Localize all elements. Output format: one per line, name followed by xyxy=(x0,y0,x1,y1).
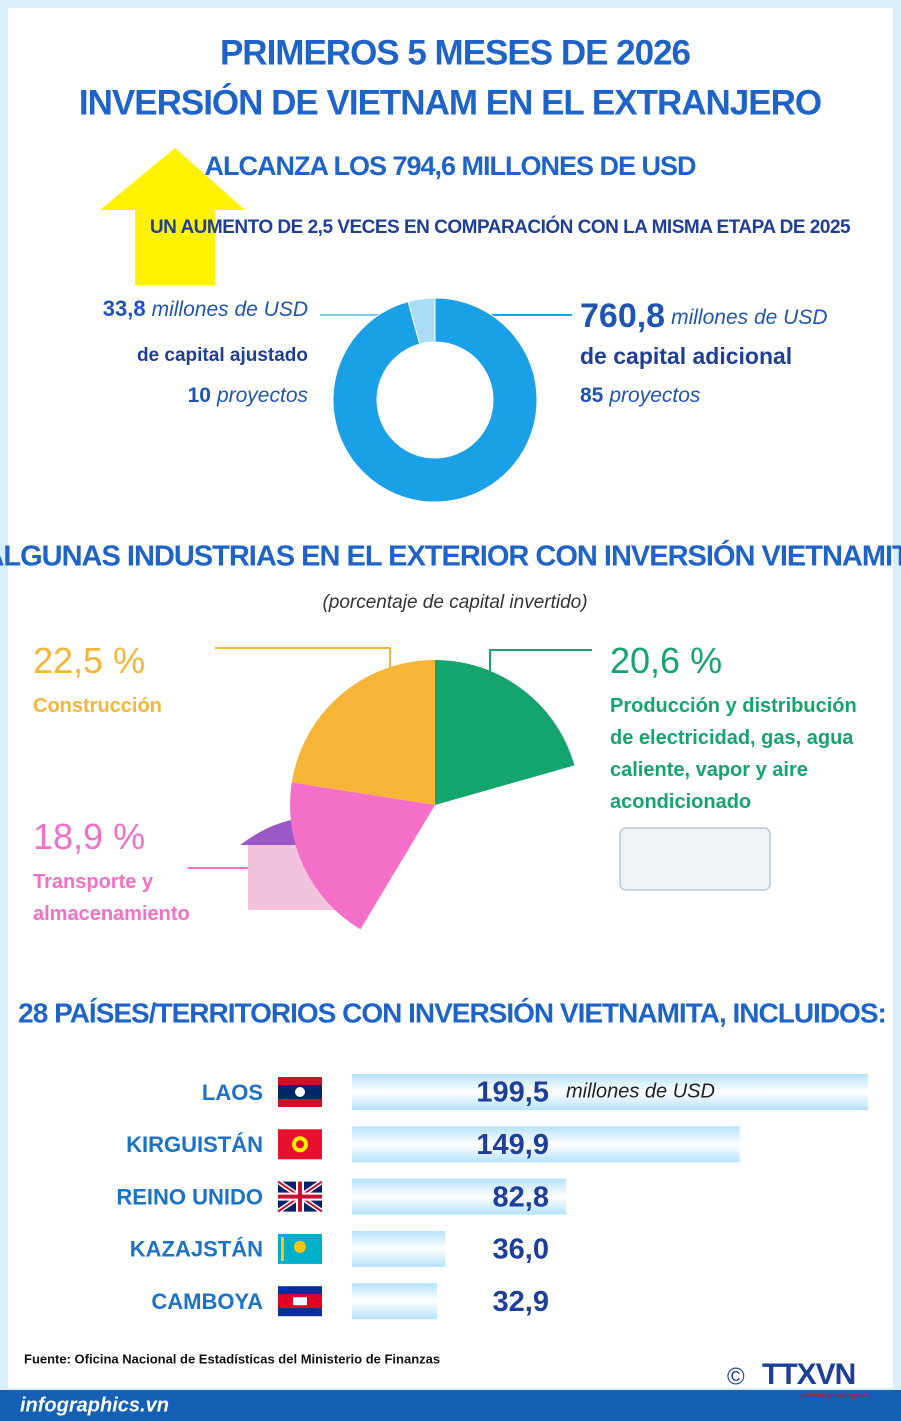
footer-band xyxy=(0,1390,901,1421)
value-label: 33,8 xyxy=(103,296,146,321)
pie-slice xyxy=(291,660,435,805)
logo-sub: Vietnam News Agency xyxy=(800,1393,870,1400)
value-label: 32,9 xyxy=(493,1286,549,1318)
value-label: 18,9 % xyxy=(33,816,146,857)
value-label: 149,9 xyxy=(476,1129,549,1161)
headline: ALCANZA LOS 794,6 MILLONES DE USD xyxy=(204,151,696,181)
value-label: 20,6 % xyxy=(610,640,723,681)
projects-line: 85 proyectos xyxy=(580,384,701,407)
copyright: © xyxy=(727,1363,745,1390)
value-line: 33,8 millones de USD xyxy=(103,296,308,321)
project-label: proyectos xyxy=(608,384,701,407)
bar xyxy=(352,1074,868,1110)
section-subtitle: (porcentaje de capital invertido) xyxy=(322,592,587,613)
category-label: Construcción xyxy=(33,695,162,717)
project-label: proyectos xyxy=(216,384,309,407)
category-label: Transporte y almacenamiento xyxy=(33,871,190,925)
subheadline: UN AUMENTO DE 2,5 VECES EN COMPARACIÓN C… xyxy=(150,216,851,238)
flag-part xyxy=(293,1297,307,1306)
category-label: de capital ajustado xyxy=(137,345,308,366)
country-label: KIRGUISTÁN xyxy=(126,1132,263,1157)
section-title: ALGUNAS INDUSTRIAS EN EL EXTERIOR CON IN… xyxy=(0,539,901,573)
value-line: 760,8 millones de USD xyxy=(580,297,828,335)
category-label: de capital adicional xyxy=(580,343,792,369)
site: infographics.vn xyxy=(20,1394,169,1416)
value-label: 22,5 % xyxy=(33,640,146,681)
value-label: 760,8 xyxy=(580,297,665,335)
project-count: 10 xyxy=(188,384,211,407)
pie-slice xyxy=(435,660,575,805)
country-label: KAZAJSTÁN xyxy=(130,1237,263,1262)
logo: TTXVN xyxy=(762,1358,855,1391)
source: Fuente: Oficina Nacional de Estadísticas… xyxy=(24,1351,440,1366)
value-label: 199,5 xyxy=(476,1077,549,1109)
pie-slice xyxy=(290,782,435,930)
value-label: 36,0 xyxy=(493,1234,549,1266)
country-label: LAOS xyxy=(202,1080,263,1105)
flag-part xyxy=(296,1140,304,1149)
donut-segment xyxy=(332,297,538,503)
up-arrow xyxy=(100,148,245,285)
projects-line: 10 proyectos xyxy=(188,384,309,407)
country-label: CAMBOYA xyxy=(151,1289,263,1314)
unit: millones de USD xyxy=(671,306,827,329)
category-label: Producción y distribución de electricida… xyxy=(610,695,857,813)
leader-line xyxy=(489,649,592,680)
country-label: REINO UNIDO xyxy=(116,1184,263,1209)
title-line: PRIMEROS 5 MESES DE 2026 xyxy=(220,33,691,72)
unit: millones de USD xyxy=(152,298,308,321)
bar xyxy=(352,1283,438,1320)
bar xyxy=(352,1230,446,1267)
flag-part xyxy=(278,1194,322,1199)
flag-part xyxy=(295,1087,305,1097)
flag-part xyxy=(281,1236,284,1261)
title-line: INVERSIÓN DE VIETNAM EN EL EXTRANJERO xyxy=(79,82,821,122)
project-count: 85 xyxy=(580,384,604,407)
unit-label: millones de USD xyxy=(566,1080,715,1102)
section-title: 28 PAÍSES/TERRITORIOS CON INVERSIÓN VIET… xyxy=(18,997,886,1028)
value-label: 82,8 xyxy=(493,1181,549,1213)
bar xyxy=(352,1126,740,1163)
flag-part xyxy=(294,1240,306,1253)
air-conditioner xyxy=(619,827,771,891)
bar xyxy=(352,1178,567,1215)
